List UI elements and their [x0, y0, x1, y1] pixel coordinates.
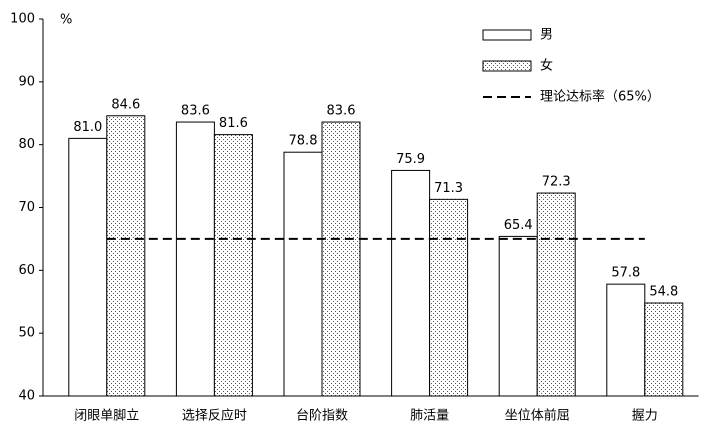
bar: [106, 115, 146, 397]
x-tick-label: 闭眼单脚立: [74, 408, 139, 424]
value-label: 81.6: [219, 116, 248, 131]
y-tick-label: 80: [18, 137, 35, 152]
value-label: 54.8: [649, 285, 678, 300]
bar: [644, 302, 684, 397]
legend-label: 理论达标率（65%）: [540, 89, 660, 105]
value-label: 72.3: [542, 175, 571, 190]
bar: [429, 198, 469, 397]
value-label: 75.9: [396, 152, 425, 167]
value-label: 78.8: [289, 134, 318, 149]
x-tick-label: 坐位体前屈: [505, 408, 570, 424]
value-label: 83.6: [327, 104, 356, 119]
value-label: 57.8: [611, 266, 640, 281]
y-tick-label: 60: [18, 263, 35, 278]
bar: [175, 121, 215, 397]
y-unit: %: [60, 13, 72, 28]
value-label: 65.4: [504, 218, 533, 233]
value-label: 84.6: [111, 97, 140, 112]
x-tick-label: 肺活量: [410, 409, 449, 424]
legend-swatch: [482, 60, 532, 72]
legend-label: 女: [540, 58, 553, 74]
y-tick-label: 40: [18, 389, 35, 404]
bar: [606, 283, 646, 397]
bar: [68, 137, 108, 397]
y-tick-label: 50: [18, 326, 35, 341]
legend-label: 男: [540, 28, 553, 43]
legend-swatch: [482, 29, 532, 41]
bar: [213, 134, 253, 397]
x-tick-label: 选择反应时: [182, 408, 247, 424]
bar: [536, 192, 576, 397]
y-tick-label: 90: [18, 74, 35, 89]
value-label: 81.0: [73, 120, 102, 135]
x-tick-label: 台阶指数: [296, 409, 348, 424]
value-label: 83.6: [181, 104, 210, 119]
bar: [283, 151, 323, 397]
bar: [391, 169, 431, 397]
value-label: 71.3: [434, 181, 463, 196]
y-tick-label: 100: [10, 12, 35, 27]
bar: [498, 235, 538, 397]
bar: [321, 121, 361, 397]
y-tick-label: 70: [18, 200, 35, 215]
x-tick-label: 握力: [632, 409, 658, 424]
